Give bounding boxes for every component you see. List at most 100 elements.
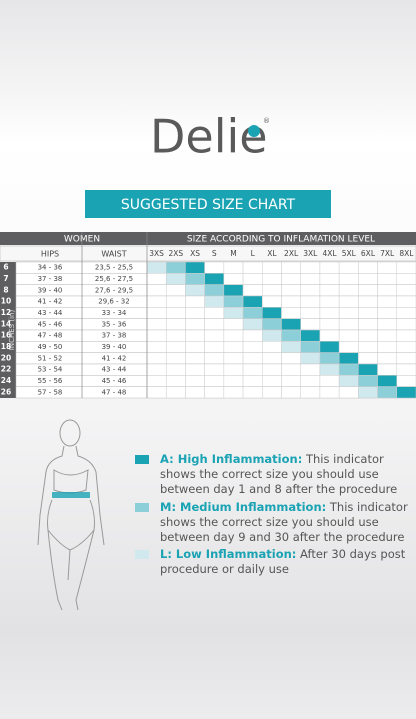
size-cell [185,318,205,331]
waist: 41 - 42 [102,354,127,362]
size-cell [165,329,186,342]
waist: 25,6 - 27,5 [95,275,133,283]
hips: 41 - 42 [38,298,63,306]
legend-item: L: Low Inflammation: After 30 days post … [160,547,410,577]
size-label: 7XL [380,249,395,258]
size-cell [377,273,398,285]
size-cell [204,341,225,353]
size-cell [223,307,244,319]
legend-term: A: High Inflammation: [160,452,303,466]
size-cell [146,363,167,376]
legend-description: This indicator shows the correct size yo… [160,452,398,496]
size-cell [262,318,282,331]
row-size: 26 [1,387,11,396]
size-cell [262,273,282,285]
size-cell [165,318,186,331]
size-cell [358,329,378,342]
size-cell [396,307,416,319]
size-cell [319,329,340,342]
size-cell [146,284,167,297]
legend-swatch [135,550,149,559]
waist: 37 - 38 [102,332,127,340]
size-cell [300,284,321,297]
size-cell [204,318,225,331]
size-cell [396,375,416,387]
size-cell [300,375,321,387]
size-cell [242,261,263,274]
size-cell [300,363,321,376]
size-cell [319,307,340,319]
legend-item: A: High Inflammation: This indicator sho… [160,452,410,497]
size-cell [165,295,186,308]
size-cell [146,307,167,319]
row-size: 22 [1,365,11,374]
size-cell [396,363,416,376]
size-cell [146,261,167,274]
size-cell [165,386,186,399]
size-cell [358,261,378,274]
size-cell [204,375,225,387]
size-cell [204,307,225,319]
hips: 37 - 38 [38,275,63,283]
size-cell [281,341,301,353]
size-cell [146,352,167,365]
hips: 51 - 52 [38,354,63,362]
size-cell [281,375,301,387]
size-cell [358,307,378,319]
size-cell [338,375,359,387]
size-cell [223,352,244,365]
size-cell [242,284,263,297]
size-cell [185,295,205,308]
size-cell [377,341,398,353]
size-cell [165,273,186,285]
size-cell [358,375,378,387]
size-cell [377,261,398,274]
legend-description: After 30 days post procedure or daily us… [160,547,406,576]
size-cell [338,307,359,319]
size-cell [396,352,416,365]
size-label: 3XS [149,249,164,258]
banner: SUGGESTED SIZE CHART [121,197,296,213]
size-cell [146,341,167,353]
waist: 23,5 - 25,5 [95,264,133,272]
size-cell [396,261,416,274]
size-cell [262,386,282,399]
size-cell [358,273,378,285]
size-cell [319,295,340,308]
size-label: XL [267,249,277,258]
size-cell [358,386,378,399]
hips: 39 - 40 [38,286,63,294]
size-cell [223,363,244,376]
size-cell [319,341,340,353]
size-cell [242,329,263,342]
legend-swatch [135,455,149,464]
size-cell [396,295,416,308]
legend-swatch [135,503,149,512]
size-label: L [251,249,256,258]
waist: 27,6 - 29,5 [95,286,133,294]
size-cell [165,307,186,319]
size-cell [242,318,263,331]
size-label: 2XL [284,249,299,258]
size-cell [185,341,205,353]
size-cell [281,273,301,285]
size-cell [377,318,398,331]
size-cell [319,386,340,399]
size-cell [281,307,301,319]
sizes-header: SIZE ACCORDING TO INFLAMATION LEVEL [187,235,375,245]
size-cell [396,318,416,331]
size-label: 4XL [322,249,337,258]
size-cell [262,307,282,319]
size-cell [319,318,340,331]
size-cell [223,341,244,353]
size-cell [358,295,378,308]
size-cell [281,295,301,308]
size-cell [358,363,378,376]
size-cell [358,318,378,331]
hips: 34 - 36 [38,264,63,272]
size-cell [204,273,225,285]
size-cell [242,341,263,353]
hips: 57 - 58 [38,388,63,396]
size-cell [165,363,186,376]
